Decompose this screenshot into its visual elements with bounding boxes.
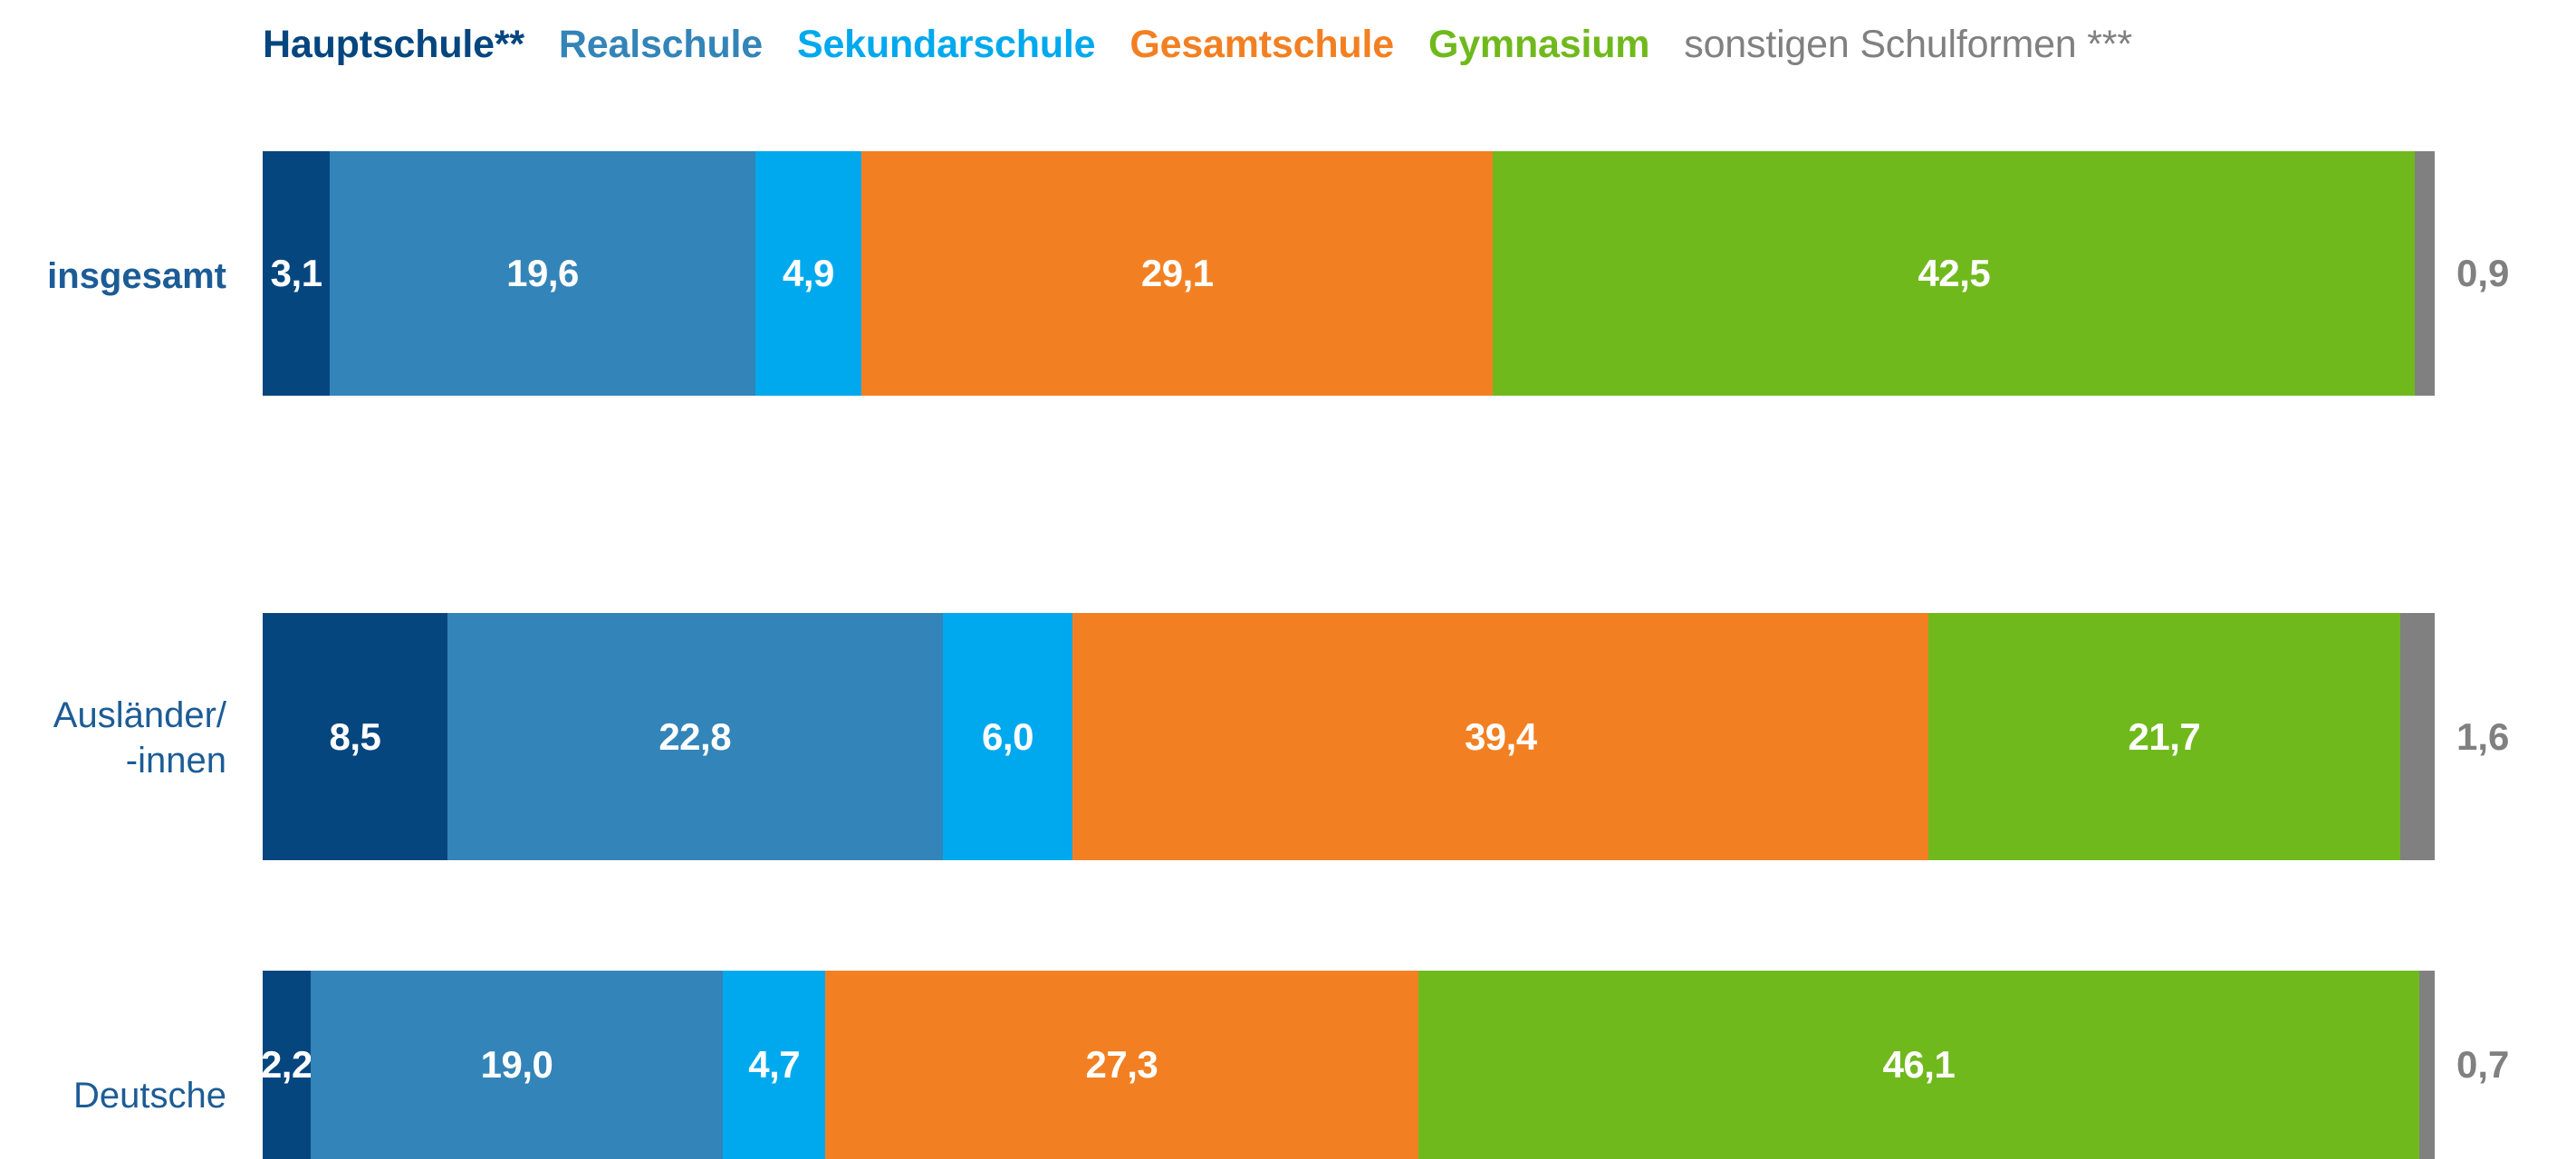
bar-segment-value: 29,1: [1140, 252, 1214, 294]
bar-track: 2,2 19,0 4,7 27,3 46,1: [263, 971, 2435, 1159]
bar-segment-value: 3,1: [270, 252, 322, 294]
bar-segment[interactable]: 4,7: [723, 971, 826, 1159]
bar-segment[interactable]: 46,1: [1418, 971, 2420, 1159]
bar-segment-value: 4,9: [783, 252, 834, 294]
bar-segment[interactable]: 3,1: [263, 151, 331, 396]
bar-segment-value: 46,1: [1882, 1043, 1956, 1086]
legend-item-5[interactable]: sonstigen Schulformen ***: [1684, 23, 2132, 66]
bar-segment-value: 21,7: [2128, 714, 2201, 758]
bar-segment[interactable]: [2399, 613, 2435, 860]
bar-segment[interactable]: 22,8: [447, 613, 943, 860]
bar-segment[interactable]: 19,6: [330, 151, 755, 396]
bar-segment-value: 6,0: [982, 714, 1033, 758]
bar-segment[interactable]: 4,9: [755, 151, 862, 396]
bar-segment-value: 39,4: [1464, 714, 1537, 758]
bar-segment[interactable]: 19,0: [310, 971, 724, 1159]
bar-segment[interactable]: 6,0: [942, 613, 1073, 860]
bar-segment-value: 2,2: [263, 1043, 312, 1086]
bar-segment[interactable]: 42,5: [1493, 151, 2416, 396]
bar-segment-value: 22,8: [658, 714, 732, 758]
bar-segment-value: 19,6: [506, 252, 579, 294]
legend-item-0[interactable]: Hauptschule**: [263, 23, 524, 66]
bar-segment-value: 8,5: [329, 714, 381, 758]
legend-item-2[interactable]: Sekundarschule: [796, 23, 1096, 66]
bar-outside-value: 0,7: [2456, 1043, 2510, 1086]
bar-segment-value: 42,5: [1918, 252, 1991, 294]
bar-segment[interactable]: [2415, 151, 2435, 396]
bar-track: 3,1 19,6 4,9 29,1 42,5: [263, 151, 2435, 396]
bar-segment-value: 27,3: [1085, 1043, 1158, 1086]
bar-segment-value: 4,7: [748, 1043, 801, 1086]
chart-legend: Hauptschule** Realschule Sekundarschule Ges…: [263, 20, 2132, 69]
legend-item-4[interactable]: Gymnasium: [1427, 23, 1650, 66]
bar-segment[interactable]: 27,3: [825, 971, 1418, 1159]
bar-outside-value: 0,9: [2456, 252, 2510, 294]
bar-track: 8,5 22,8 6,0 39,4 21,7: [263, 613, 2435, 860]
bar-segment[interactable]: 21,7: [1928, 613, 2400, 860]
bar-segment[interactable]: 8,5: [263, 613, 447, 860]
legend-item-3[interactable]: Gesamtschule: [1129, 23, 1394, 66]
row-category-label: Ausländer/ -innen: [53, 695, 226, 781]
bar-segment[interactable]: 39,4: [1072, 613, 1929, 860]
row-category-label: insgesamt: [47, 256, 226, 296]
bar-outside-value: 1,6: [2456, 714, 2510, 758]
legend-item-1[interactable]: Realschule: [558, 23, 763, 66]
bar-segment[interactable]: 2,2: [263, 971, 312, 1159]
bar-segment[interactable]: 29,1: [861, 151, 1494, 396]
bar-segment[interactable]: [2419, 971, 2435, 1159]
bar-segment-value: 19,0: [480, 1043, 553, 1086]
row-category-label: Deutsche: [73, 1076, 226, 1116]
